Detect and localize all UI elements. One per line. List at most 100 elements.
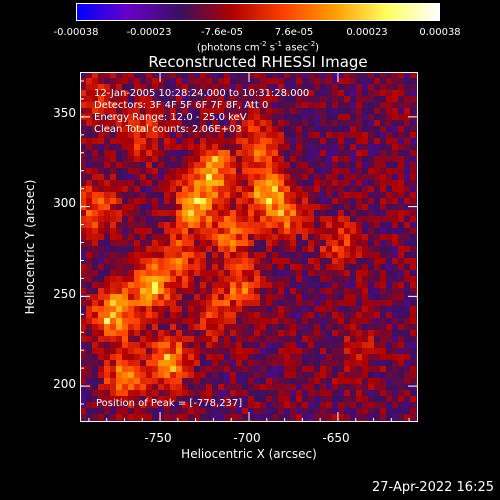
- heatmap-cell: [182, 342, 188, 348]
- heatmap-cell: [410, 186, 416, 192]
- heatmap-cell: [248, 264, 254, 270]
- heatmap-cell: [212, 354, 218, 360]
- heatmap-cell: [212, 258, 218, 264]
- heatmap-cell: [380, 108, 386, 114]
- heatmap-cell: [374, 306, 380, 312]
- heatmap-cell: [200, 354, 206, 360]
- heatmap-cell: [104, 354, 110, 360]
- heatmap-cell: [170, 126, 176, 132]
- heatmap-cell: [350, 168, 356, 174]
- heatmap-cell: [302, 360, 308, 366]
- heatmap-cell: [86, 420, 92, 422]
- heatmap-cell: [128, 384, 134, 390]
- heatmap-cell: [176, 414, 182, 420]
- heatmap-cell: [206, 306, 212, 312]
- heatmap-cell: [146, 378, 152, 384]
- heatmap-cell: [248, 96, 254, 102]
- heatmap-cell: [104, 246, 110, 252]
- x-axis-label: Heliocentric X (arcsec): [181, 447, 317, 461]
- heatmap-cell: [164, 348, 170, 354]
- heatmap-cell: [104, 180, 110, 186]
- heatmap-cell: [92, 108, 98, 114]
- heatmap-cell: [140, 72, 146, 78]
- heatmap-cell: [326, 84, 332, 90]
- heatmap-cell: [404, 300, 410, 306]
- heatmap-cell: [80, 348, 86, 354]
- heatmap-cell: [410, 396, 416, 402]
- heatmap-cell: [260, 324, 266, 330]
- heatmap-cell: [158, 132, 164, 138]
- heatmap-cell: [110, 336, 116, 342]
- heatmap-cell: [80, 198, 86, 204]
- heatmap-cell: [236, 192, 242, 198]
- heatmap-cell: [380, 324, 386, 330]
- heatmap-cell: [302, 300, 308, 306]
- heatmap-cell: [158, 186, 164, 192]
- heatmap-cell: [362, 96, 368, 102]
- heatmap-cell: [320, 240, 326, 246]
- heatmap-cell: [128, 240, 134, 246]
- heatmap-cell: [92, 360, 98, 366]
- heatmap-cell: [356, 132, 362, 138]
- heatmap-cell: [386, 78, 392, 84]
- heatmap-cell: [158, 84, 164, 90]
- heatmap-cell: [398, 420, 404, 422]
- heatmap-cell: [272, 78, 278, 84]
- heatmap-cell: [320, 420, 326, 422]
- heatmap-cell: [266, 348, 272, 354]
- heatmap-cell: [212, 204, 218, 210]
- heatmap-cell: [122, 360, 128, 366]
- heatmap-cell: [410, 324, 416, 330]
- heatmap-cell: [116, 108, 122, 114]
- heatmap-cell: [92, 174, 98, 180]
- heatmap-cell: [92, 228, 98, 234]
- heatmap-cell: [200, 216, 206, 222]
- heatmap-cell: [188, 240, 194, 246]
- heatmap-cell: [260, 156, 266, 162]
- heatmap-cell: [116, 282, 122, 288]
- heatmap-cell: [236, 204, 242, 210]
- heatmap-cell: [398, 162, 404, 168]
- heatmap-cell: [116, 420, 122, 422]
- heatmap-cell: [404, 258, 410, 264]
- heatmap-cell: [104, 312, 110, 318]
- heatmap-cell: [98, 306, 104, 312]
- heatmap-cell: [128, 246, 134, 252]
- heatmap-cell: [386, 222, 392, 228]
- heatmap-cell: [194, 168, 200, 174]
- heatmap-cell: [278, 390, 284, 396]
- heatmap-cell: [416, 174, 418, 180]
- heatmap-cell: [356, 114, 362, 120]
- heatmap-cell: [248, 216, 254, 222]
- heatmap-cell: [368, 324, 374, 330]
- heatmap-cell: [380, 90, 386, 96]
- heatmap-cell: [194, 330, 200, 336]
- heatmap-cell: [98, 144, 104, 150]
- heatmap-cell: [92, 378, 98, 384]
- heatmap-cell: [386, 318, 392, 324]
- heatmap-cell: [104, 90, 110, 96]
- heatmap-cell: [212, 294, 218, 300]
- heatmap-cell: [302, 234, 308, 240]
- heatmap-cell: [308, 288, 314, 294]
- heatmap-cell: [248, 414, 254, 420]
- heatmap-cell: [122, 318, 128, 324]
- heatmap-cell: [128, 222, 134, 228]
- heatmap-cell: [284, 90, 290, 96]
- heatmap-cell: [80, 102, 86, 108]
- heatmap-cell: [212, 360, 218, 366]
- heatmap-cell: [302, 282, 308, 288]
- heatmap-cell: [278, 408, 284, 414]
- heatmap-cell: [200, 204, 206, 210]
- heatmap-cell: [296, 84, 302, 90]
- heatmap-cell: [116, 414, 122, 420]
- heatmap-cell: [410, 78, 416, 84]
- heatmap-cell: [296, 222, 302, 228]
- heatmap-cell: [290, 156, 296, 162]
- heatmap-cell: [170, 258, 176, 264]
- heatmap-cell: [182, 132, 188, 138]
- heatmap-cell: [110, 186, 116, 192]
- heatmap-cell: [134, 84, 140, 90]
- heatmap-cell: [386, 126, 392, 132]
- heatmap-cell: [344, 372, 350, 378]
